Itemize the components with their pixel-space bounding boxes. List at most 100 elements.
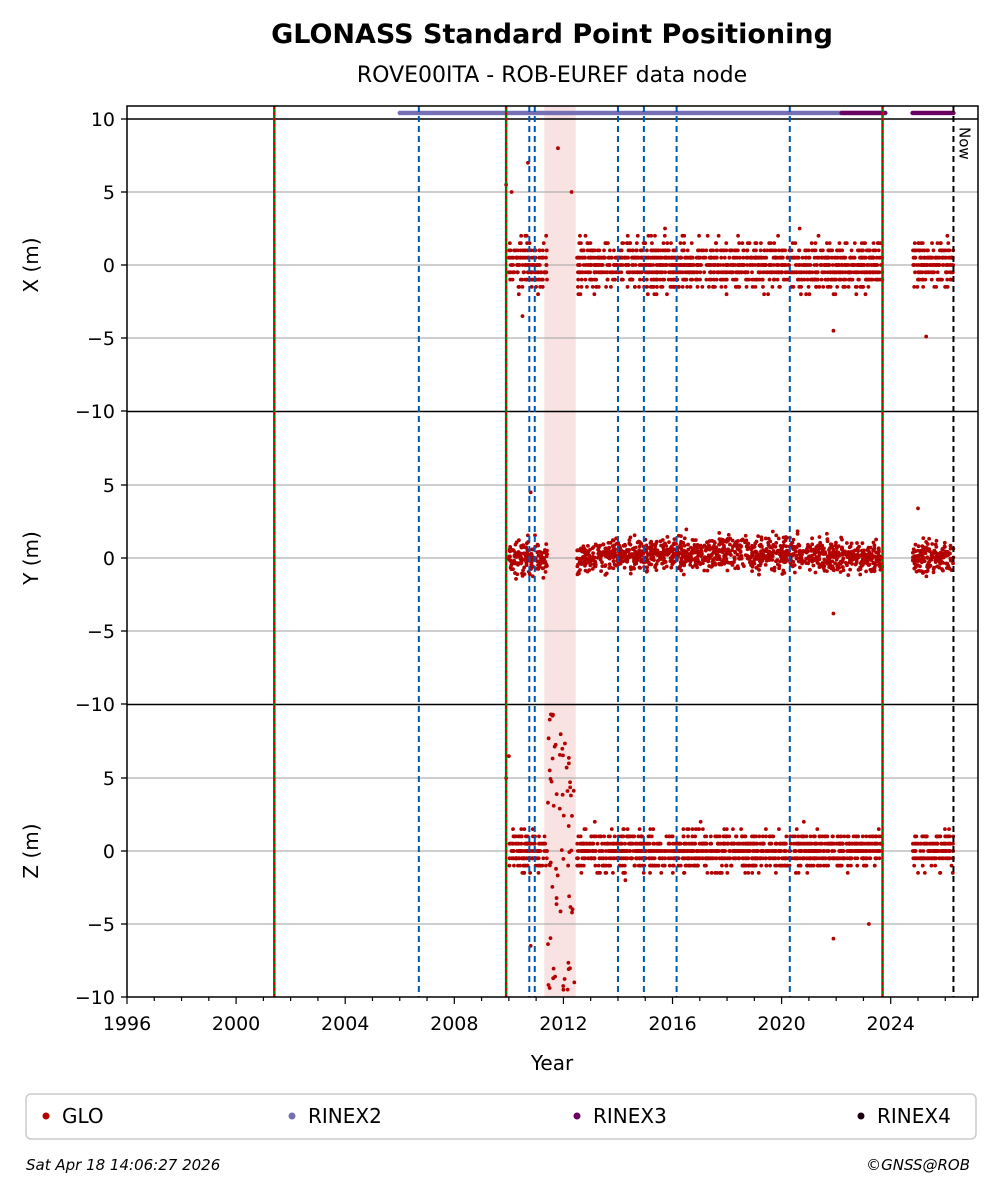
- glo-point: [553, 974, 557, 979]
- glo-point: [864, 856, 869, 861]
- glo-point: [790, 540, 795, 545]
- glo-point: [795, 255, 800, 260]
- glo-point: [844, 541, 849, 545]
- glo-point: [919, 263, 924, 267]
- glo-point: [691, 263, 695, 267]
- glo-point: [514, 255, 519, 260]
- glo-point: [626, 248, 631, 253]
- glo-point: [692, 849, 696, 853]
- glo-point: [523, 277, 527, 282]
- glo-point: [798, 555, 802, 560]
- glo-point: [652, 856, 657, 861]
- glo-point: [515, 263, 520, 267]
- glo-point: [663, 856, 668, 861]
- glo-point: [612, 248, 616, 253]
- glo-point: [720, 270, 725, 275]
- glo-point: [591, 248, 596, 253]
- glo-outlier-point: [831, 611, 836, 616]
- glo-outlier-point: [916, 506, 920, 511]
- glo-point: [748, 560, 752, 565]
- glo-point: [712, 270, 716, 275]
- glo-point: [912, 566, 917, 571]
- glo-point: [874, 537, 878, 542]
- glo-point: [605, 277, 610, 282]
- glo-point: [928, 549, 932, 554]
- glo-point: [667, 834, 672, 839]
- glo-point: [756, 849, 761, 853]
- glo-point: [743, 834, 748, 839]
- glo-point: [607, 263, 612, 267]
- glo-point: [648, 871, 652, 875]
- glo-point: [840, 849, 845, 853]
- glo-point: [863, 849, 868, 853]
- glo-point: [721, 834, 726, 839]
- glo-point: [674, 263, 679, 267]
- glo-point: [631, 849, 636, 853]
- glo-point: [920, 241, 925, 246]
- glo-outlier-point: [558, 732, 563, 737]
- glo-point: [931, 248, 936, 253]
- glo-point: [530, 547, 535, 552]
- glo-point: [927, 560, 931, 564]
- glo-point: [915, 563, 920, 568]
- glo-point: [507, 241, 512, 246]
- glo-point: [536, 553, 541, 558]
- glo-point: [828, 856, 833, 861]
- glo-point: [807, 567, 812, 572]
- glo-point: [590, 277, 594, 282]
- glo-point: [820, 562, 825, 567]
- glo-point: [566, 756, 571, 760]
- glo-point: [859, 270, 864, 275]
- glo-point: [663, 255, 668, 260]
- glo-point: [671, 277, 675, 282]
- glo-point: [846, 863, 850, 868]
- glo-point: [912, 241, 917, 246]
- glo-point: [681, 572, 686, 577]
- glo-point: [634, 241, 639, 246]
- glo-point: [536, 871, 541, 875]
- glo-point: [618, 557, 622, 562]
- glo-point: [659, 270, 664, 275]
- glo-point: [929, 863, 934, 868]
- glo-point: [812, 841, 817, 846]
- glo-point: [672, 537, 677, 542]
- glo-point: [865, 558, 870, 563]
- glo-point: [551, 966, 556, 971]
- glo-point: [682, 856, 687, 861]
- glo-point: [768, 834, 773, 839]
- glo-point: [646, 233, 651, 238]
- glo-point: [654, 270, 659, 275]
- glo-point: [822, 557, 827, 562]
- glo-point: [758, 270, 763, 275]
- glo-point: [546, 983, 551, 987]
- glo-point: [676, 552, 680, 557]
- glo-point: [539, 270, 543, 275]
- glo-point: [635, 255, 640, 260]
- glo-point: [707, 277, 712, 282]
- glo-point: [842, 550, 847, 555]
- glo-point: [512, 863, 516, 868]
- glo-point: [747, 241, 752, 246]
- glo-point: [812, 856, 816, 861]
- glo-point: [817, 834, 822, 839]
- glo-point: [919, 841, 924, 846]
- glo-point: [724, 863, 729, 868]
- glo-point: [679, 568, 684, 573]
- glo-point: [633, 559, 638, 564]
- glo-point: [755, 557, 759, 561]
- glo-point: [927, 536, 932, 541]
- glo-point: [729, 841, 734, 846]
- glo-point: [576, 277, 581, 282]
- glo-point: [553, 742, 558, 747]
- glo-point: [524, 545, 528, 550]
- glo-point: [911, 856, 916, 861]
- glo-point: [630, 263, 635, 267]
- glo-point: [802, 849, 807, 853]
- glo-point: [687, 863, 692, 868]
- glo-point: [912, 248, 917, 253]
- glo-point: [543, 863, 548, 868]
- glo-point: [762, 248, 767, 253]
- glo-point: [677, 849, 682, 853]
- glo-point: [735, 565, 740, 570]
- glo-point: [665, 534, 670, 539]
